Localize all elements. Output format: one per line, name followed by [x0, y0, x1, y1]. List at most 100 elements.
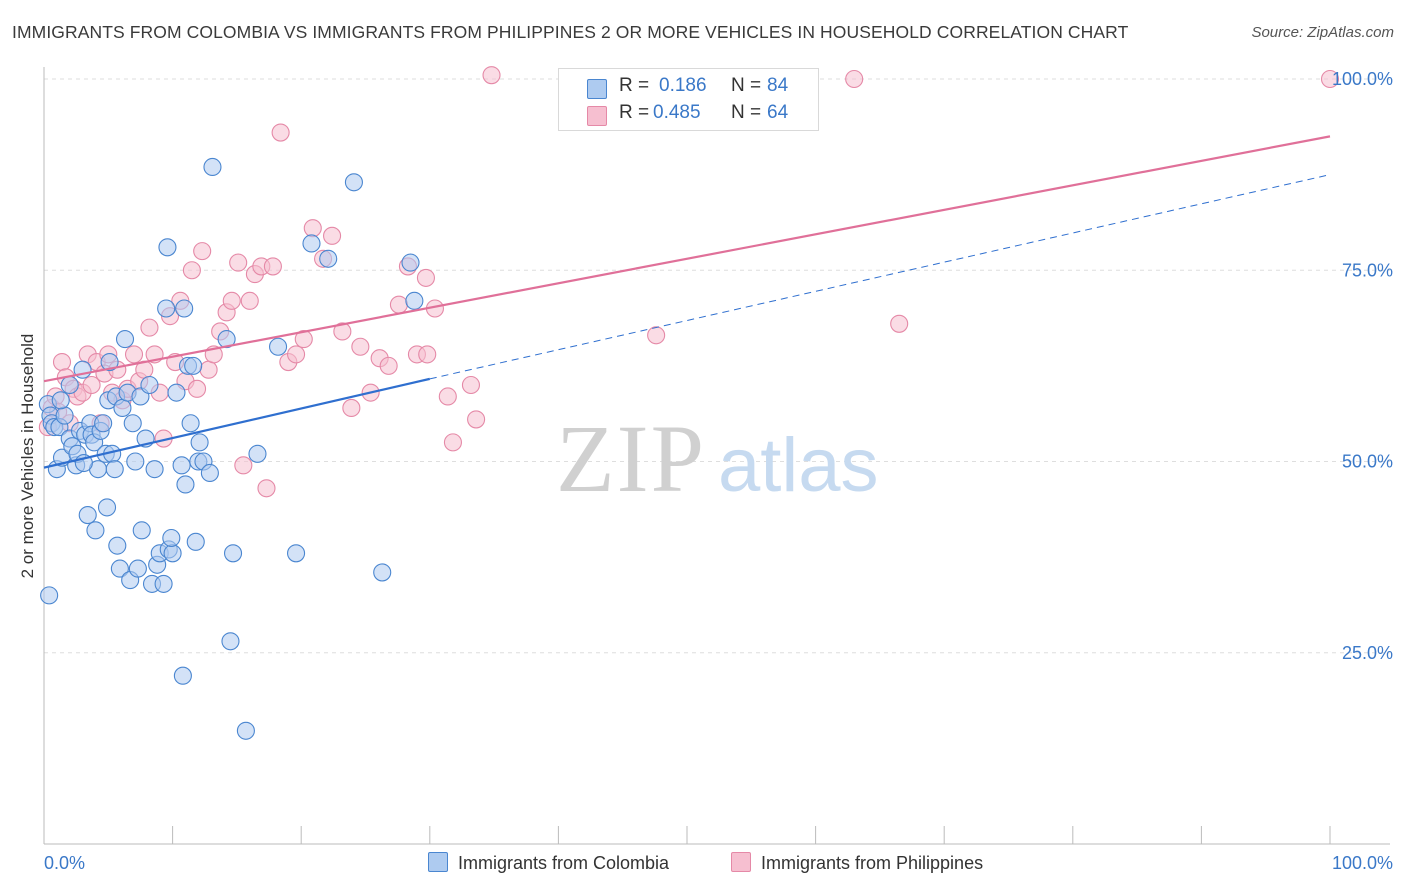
colombia-point-70	[236, 721, 255, 740]
philippines-point-44	[257, 479, 276, 498]
x-tick-label-max: 100.0%	[1332, 853, 1393, 873]
philippines-point-40	[234, 456, 253, 475]
y-tick-label-25: 25.0%	[1342, 643, 1393, 663]
colombia-point-30	[108, 536, 127, 555]
colombia-point-69	[223, 544, 243, 563]
philippines-point-50	[303, 219, 322, 238]
watermark-zip: ZIP	[556, 405, 706, 512]
colombia-point-52	[163, 544, 182, 563]
colombia-point-29	[105, 460, 124, 479]
colombia-point-64	[173, 666, 192, 685]
colombia-points	[38, 157, 424, 740]
colombia-point-55	[175, 299, 194, 318]
colombia-point-4	[40, 586, 59, 605]
colombia-point-38	[126, 452, 145, 471]
colombia-swatch-icon	[587, 79, 607, 99]
colombia-point-74	[302, 234, 321, 253]
philippines-point-64	[438, 387, 457, 406]
philippines-point-65	[443, 433, 462, 452]
philippines-point-39	[229, 253, 248, 272]
colombia-point-76	[344, 173, 363, 192]
colombia-point-60	[186, 532, 205, 551]
philippines-r-label: R =	[619, 102, 650, 123]
colombia-point-71	[248, 444, 267, 463]
philippines-point-58	[379, 356, 398, 375]
philippines-point-32	[187, 379, 207, 398]
colombia-n-value: 84	[767, 75, 789, 96]
philippines-point-52	[323, 226, 342, 245]
philippines-point-38	[222, 291, 241, 310]
colombia-point-43	[140, 375, 159, 395]
colombia-point-73	[287, 544, 306, 563]
philippines-point-70	[845, 69, 864, 89]
colombia-point-31	[110, 559, 129, 578]
philippines-point-62	[416, 268, 435, 287]
philippines-point-67	[467, 410, 486, 429]
philippines-legend-icon	[731, 852, 751, 872]
colombia-point-56	[176, 475, 195, 494]
philippines-swatch-icon	[587, 106, 607, 126]
stats-legend: R = 0.186 N = 84 R = 0.485 N = 64	[558, 68, 819, 131]
y-tick-label-75: 75.0%	[1342, 260, 1393, 280]
colombia-point-68	[221, 632, 240, 651]
colombia-point-41	[132, 521, 151, 540]
philippines-n-value: 64	[767, 102, 789, 123]
source-label: Source: ZipAtlas.com	[1251, 24, 1394, 41]
philippines-point-66	[461, 375, 481, 395]
trend-lines	[43, 135, 1331, 469]
philippines-point-69	[647, 326, 666, 345]
colombia-n-label: N =	[731, 75, 762, 96]
watermark-atlas: atlas	[718, 423, 879, 508]
colombia-point-58	[181, 414, 200, 433]
colombia-point-54	[172, 456, 191, 475]
colombia-point-34	[115, 330, 135, 349]
colombia-trend-extension	[429, 174, 1331, 380]
colombia-point-81	[97, 498, 117, 517]
colombia-legend-label: Immigrants from Colombia	[458, 853, 670, 873]
philippines-point-41	[240, 291, 259, 310]
colombia-trend-line	[43, 377, 431, 469]
philippines-point-71	[890, 314, 909, 333]
philippines-point-34	[199, 360, 218, 379]
colombia-point-37	[123, 414, 142, 433]
philippines-point-4	[52, 352, 72, 372]
colombia-point-9	[51, 391, 70, 410]
philippines-point-49	[294, 330, 313, 349]
colombia-point-8	[55, 406, 74, 425]
colombia-point-65	[200, 463, 219, 483]
colombia-r-label: R =	[619, 75, 650, 96]
colombia-point-80	[60, 375, 79, 395]
philippines-point-11	[82, 375, 101, 395]
colombia-point-66	[203, 157, 222, 177]
watermark: ZIP atlas	[556, 405, 879, 512]
colombia-r-value: 0.186	[659, 75, 707, 96]
philippines-point-54	[342, 398, 361, 418]
philippines-point-73	[418, 345, 437, 364]
philippines-point-59	[389, 295, 408, 314]
colombia-point-77	[373, 563, 392, 582]
x-tick-label-min: 0.0%	[44, 853, 85, 873]
colombia-point-49	[157, 299, 176, 318]
colombia-point-50	[158, 238, 177, 257]
colombia-point-82	[162, 528, 181, 548]
colombia-point-62	[190, 433, 209, 452]
philippines-point-45	[263, 257, 282, 276]
philippines-point-31	[182, 261, 201, 280]
colombia-point-78	[401, 253, 420, 272]
colombia-point-39	[128, 559, 147, 578]
colombia-point-17	[78, 505, 97, 525]
tick-labels: 25.0% 50.0% 75.0% 100.0% 0.0% 100.0%	[44, 69, 1393, 873]
legend-item-colombia[interactable]: Immigrants from Colombia	[428, 852, 669, 874]
philippines-n-label: N =	[731, 102, 762, 123]
y-tick-label-50: 50.0%	[1342, 452, 1393, 472]
gridlines	[44, 78, 1390, 654]
colombia-point-33	[113, 398, 132, 418]
colombia-point-72	[269, 337, 288, 356]
axes	[43, 67, 1390, 845]
colombia-point-79	[405, 291, 424, 310]
colombia-legend-icon	[428, 852, 448, 872]
legend-item-philippines[interactable]: Immigrants from Philippines	[731, 852, 983, 874]
philippines-point-20	[124, 345, 144, 364]
philippines-point-33	[193, 242, 212, 261]
